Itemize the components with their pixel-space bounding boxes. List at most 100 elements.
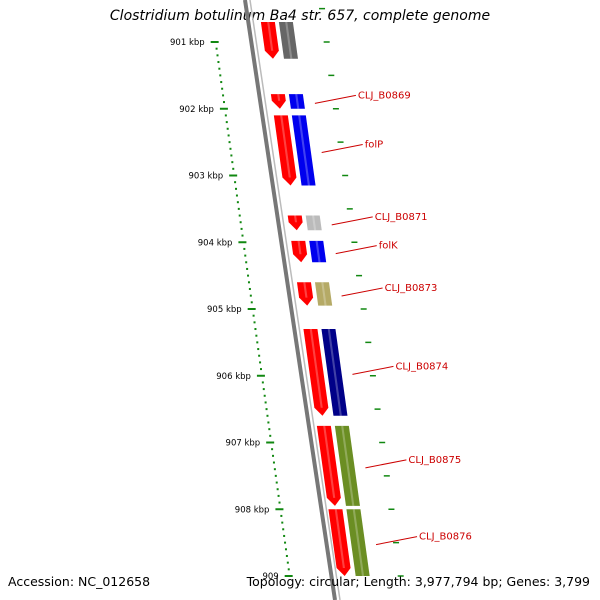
scale-label: 906 kbp <box>216 372 251 382</box>
scale-label: 901 kbp <box>170 38 205 48</box>
cds-7 <box>321 329 348 416</box>
scale-label: 903 kbp <box>189 172 224 182</box>
backbone <box>243 0 341 600</box>
minor-tick <box>256 341 259 344</box>
scale-label: 905 kbp <box>207 305 242 315</box>
minor-tick <box>275 481 278 484</box>
cds-3-shine <box>298 115 310 186</box>
minor-tick <box>276 488 279 491</box>
cds-9 <box>346 509 370 576</box>
forward-cds-3 <box>273 115 297 186</box>
forward-cds-4 <box>287 215 303 231</box>
cds-5-shine <box>315 240 321 263</box>
forward-cds-7-shine <box>309 329 323 408</box>
gene-label-clj_b0871: CLJ_B0871 <box>375 212 428 223</box>
minor-tick <box>248 287 251 290</box>
forward-cds-6-shine <box>303 282 308 298</box>
cds-1 <box>278 21 298 59</box>
minor-tick <box>284 541 287 544</box>
forward-cds-7 <box>303 329 329 416</box>
gene-label-clj_b0875: CLJ_B0875 <box>408 455 461 466</box>
leader-line <box>341 287 383 297</box>
forward-cds-2 <box>270 94 286 109</box>
minor-tick <box>229 147 232 150</box>
minor-tick <box>258 354 261 357</box>
minor-tick <box>280 514 283 517</box>
forward-cds-1 <box>260 21 279 59</box>
gene-labels: CLJ_B0869 folP CLJ_B0871 folK CLJ_B0873 CLJ_B… <box>314 90 472 546</box>
minor-tick <box>225 121 228 124</box>
minor-tick <box>283 534 286 537</box>
minor-tick <box>222 94 225 97</box>
minor-tick <box>254 328 257 331</box>
forward-cds-9-shine <box>334 509 345 568</box>
minor-tick <box>235 187 238 190</box>
cds-7-shine <box>327 329 342 416</box>
minor-tick <box>269 434 272 437</box>
minor-tick <box>278 501 281 504</box>
minor-tick <box>272 461 275 464</box>
minor-tick <box>247 274 250 277</box>
cds-2-shine <box>295 94 300 109</box>
minor-tick <box>218 67 221 70</box>
minor-tick <box>250 301 253 304</box>
gene-label-folp: folP <box>365 139 383 150</box>
leader-line <box>314 94 356 104</box>
minor-tick <box>239 221 242 224</box>
minor-tick <box>244 254 247 257</box>
minor-tick <box>273 468 276 471</box>
cds-3 <box>291 115 316 186</box>
gene-label-clj_b0873: CLJ_B0873 <box>385 283 438 294</box>
minor-tick <box>215 47 218 50</box>
minor-tick <box>232 167 235 170</box>
cds-1-shine <box>285 21 293 59</box>
minor-tick <box>221 87 224 90</box>
backbone-shadow <box>249 0 341 600</box>
minor-tick <box>259 368 262 371</box>
cds-9-shine <box>352 509 365 576</box>
forward-cds-6 <box>296 282 314 306</box>
scale-label: 909 <box>262 572 278 582</box>
minor-tick <box>274 474 277 477</box>
minor-tick <box>222 101 225 104</box>
minor-tick <box>237 207 240 210</box>
scale-ruler: 901 kbp 902 kbp 903 kbp 904 kbp 905 kbp 906 k… <box>170 7 404 582</box>
cds-8 <box>334 425 360 506</box>
minor-tick <box>236 201 239 204</box>
minor-tick <box>264 401 267 404</box>
genome-title: Clostridium botulinum Ba4 str. 657, comp… <box>109 8 491 24</box>
minor-tick <box>216 54 219 57</box>
minor-tick <box>249 294 252 297</box>
minor-tick <box>268 428 271 431</box>
minor-tick <box>286 561 289 564</box>
minor-tick <box>272 454 275 457</box>
cds-6-shine <box>321 282 327 306</box>
minor-tick <box>267 421 270 424</box>
minor-tick <box>240 227 243 230</box>
minor-tick <box>243 247 246 250</box>
minor-tick <box>271 448 274 451</box>
leader-line <box>375 536 418 546</box>
gene-label-clj_b0876: CLJ_B0876 <box>419 532 472 543</box>
minor-tick <box>277 494 280 497</box>
minor-tick <box>246 267 249 270</box>
gene-label-clj_b0869: CLJ_B0869 <box>358 90 411 101</box>
gene-track <box>260 21 370 576</box>
minor-tick <box>281 521 284 524</box>
leader-line <box>321 143 363 153</box>
minor-tick <box>226 127 229 130</box>
minor-tick <box>220 81 223 84</box>
minor-tick <box>261 381 264 384</box>
forward-cds-5 <box>291 240 308 263</box>
scale-label: 902 kbp <box>179 105 214 115</box>
minor-tick <box>259 361 262 364</box>
minor-tick <box>282 528 285 531</box>
accession-text: Accession: NC_012658 <box>8 574 151 589</box>
minor-tick <box>231 161 234 164</box>
forward-cds-9 <box>328 509 351 576</box>
scale-label: 907 kbp <box>226 439 261 449</box>
leader-line <box>352 365 394 375</box>
minor-tick <box>245 261 248 264</box>
